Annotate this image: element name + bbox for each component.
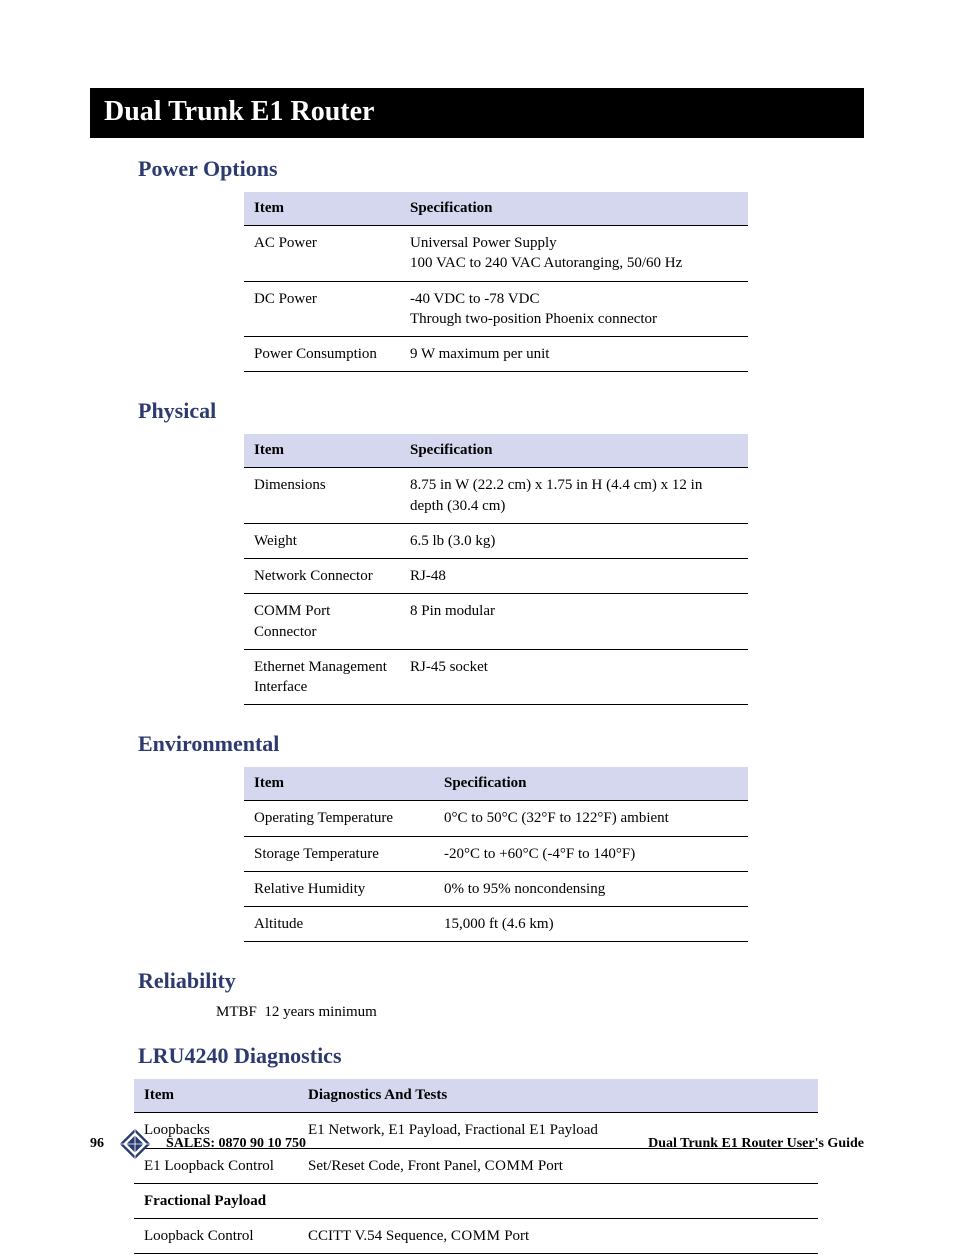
reliability-line: MTBF 12 years minimum (90, 1004, 864, 1021)
diamond-logo-icon (118, 1127, 152, 1161)
table-cell-spec: Universal Power Supply100 VAC to 240 VAC… (400, 226, 748, 282)
table-cell-spec: 0% to 95% noncondensing (434, 871, 748, 906)
table-row: Loopback ControlCCITT V.54 Sequence, COM… (134, 1219, 818, 1254)
table-cell-spec: 8.75 in W (22.2 cm) x 1.75 in H (4.4 cm)… (400, 468, 748, 524)
table-row: Altitude15,000 ft (4.6 km) (244, 907, 748, 942)
sales-label: SALES: 0870 90 10 750 (166, 1136, 306, 1152)
table-cell-item: Loopback Control (134, 1219, 298, 1254)
section-heading-power: Power Options (90, 156, 864, 182)
section-heading-reliability: Reliability (90, 968, 864, 994)
title-bar: Dual Trunk E1 Router (90, 88, 864, 138)
table-cell-spec: 8 Pin modular (400, 594, 748, 650)
page-number: 96 (90, 1136, 104, 1152)
table-row: AC PowerUniversal Power Supply100 VAC to… (244, 226, 748, 282)
reliability-label: MTBF (216, 1004, 257, 1020)
table-cell-spec: -40 VDC to -78 VDCThrough two-position P… (400, 281, 748, 337)
table-cell-spec: 9 W maximum per unit (400, 337, 748, 372)
table-row: Ethernet Management InterfaceRJ-45 socke… (244, 649, 748, 705)
table-subheading: Fractional Payload (134, 1183, 818, 1218)
table-header: Item (134, 1079, 298, 1113)
table-subheading-row: Fractional Payload (134, 1183, 818, 1218)
table-row: Operating Temperature0°C to 50°C (32°F t… (244, 801, 748, 836)
title-bar-text: Dual Trunk E1 Router (104, 96, 374, 127)
table-power: ItemSpecificationAC PowerUniversal Power… (244, 192, 748, 372)
table-row: COMM Port Connector8 Pin modular (244, 594, 748, 650)
table-cell-spec: -20°C to +60°C (-4°F to 140°F) (434, 836, 748, 871)
table-cell-item: Power Consumption (244, 337, 400, 372)
table-header: Specification (434, 767, 748, 801)
table-diagnostics: ItemDiagnostics And TestsLoopbacksE1 Net… (134, 1079, 818, 1254)
page: Dual Trunk E1 Router Power Options ItemS… (0, 0, 954, 1235)
table-cell-spec: 6.5 lb (3.0 kg) (400, 523, 748, 558)
table-header: Specification (400, 434, 748, 468)
table-row: Network ConnectorRJ-48 (244, 559, 748, 594)
table-cell-spec: RJ-45 socket (400, 649, 748, 705)
table-cell-spec: CCITT V.54 Sequence, COMM Port (298, 1219, 818, 1254)
table-row: Dimensions8.75 in W (22.2 cm) x 1.75 in … (244, 468, 748, 524)
table-cell-item: Operating Temperature (244, 801, 434, 836)
table-cell-item: Network Connector (244, 559, 400, 594)
table-row: Storage Temperature-20°C to +60°C (-4°F … (244, 836, 748, 871)
table-cell-spec: 0°C to 50°C (32°F to 122°F) ambient (434, 801, 748, 836)
guide-label: Dual Trunk E1 Router User's Guide (648, 1136, 864, 1152)
reliability-value: 12 years minimum (264, 1004, 377, 1020)
table-header: Specification (400, 192, 748, 226)
table-cell-item: Relative Humidity (244, 871, 434, 906)
section-heading-physical: Physical (90, 398, 864, 424)
footer-left: 96 SALES: 0870 90 10 750 (90, 1127, 306, 1161)
table-header: Item (244, 434, 400, 468)
table-cell-item: Altitude (244, 907, 434, 942)
table-cell-item: Weight (244, 523, 400, 558)
table-cell-item: Ethernet Management Interface (244, 649, 400, 705)
table-physical: ItemSpecificationDimensions8.75 in W (22… (244, 434, 748, 705)
table-row: DC Power-40 VDC to -78 VDCThrough two-po… (244, 281, 748, 337)
table-cell-item: COMM Port Connector (244, 594, 400, 650)
table-row: Power Consumption9 W maximum per unit (244, 337, 748, 372)
table-cell-item: Storage Temperature (244, 836, 434, 871)
table-row: Weight6.5 lb (3.0 kg) (244, 523, 748, 558)
table-cell-item: AC Power (244, 226, 400, 282)
table-row: Relative Humidity0% to 95% noncondensing (244, 871, 748, 906)
section-heading-diagnostics: LRU4240 Diagnostics (90, 1043, 864, 1069)
section-heading-environmental: Environmental (90, 731, 864, 757)
table-cell-item: Dimensions (244, 468, 400, 524)
table-cell-spec: RJ-48 (400, 559, 748, 594)
table-cell-item: DC Power (244, 281, 400, 337)
table-header: Diagnostics And Tests (298, 1079, 818, 1113)
table-cell-spec: 15,000 ft (4.6 km) (434, 907, 748, 942)
table-header: Item (244, 767, 434, 801)
footer: 96 SALES: 0870 90 10 750 Dual Trunk E1 R… (90, 1127, 864, 1161)
table-environmental: ItemSpecificationOperating Temperature0°… (244, 767, 748, 942)
table-header: Item (244, 192, 400, 226)
